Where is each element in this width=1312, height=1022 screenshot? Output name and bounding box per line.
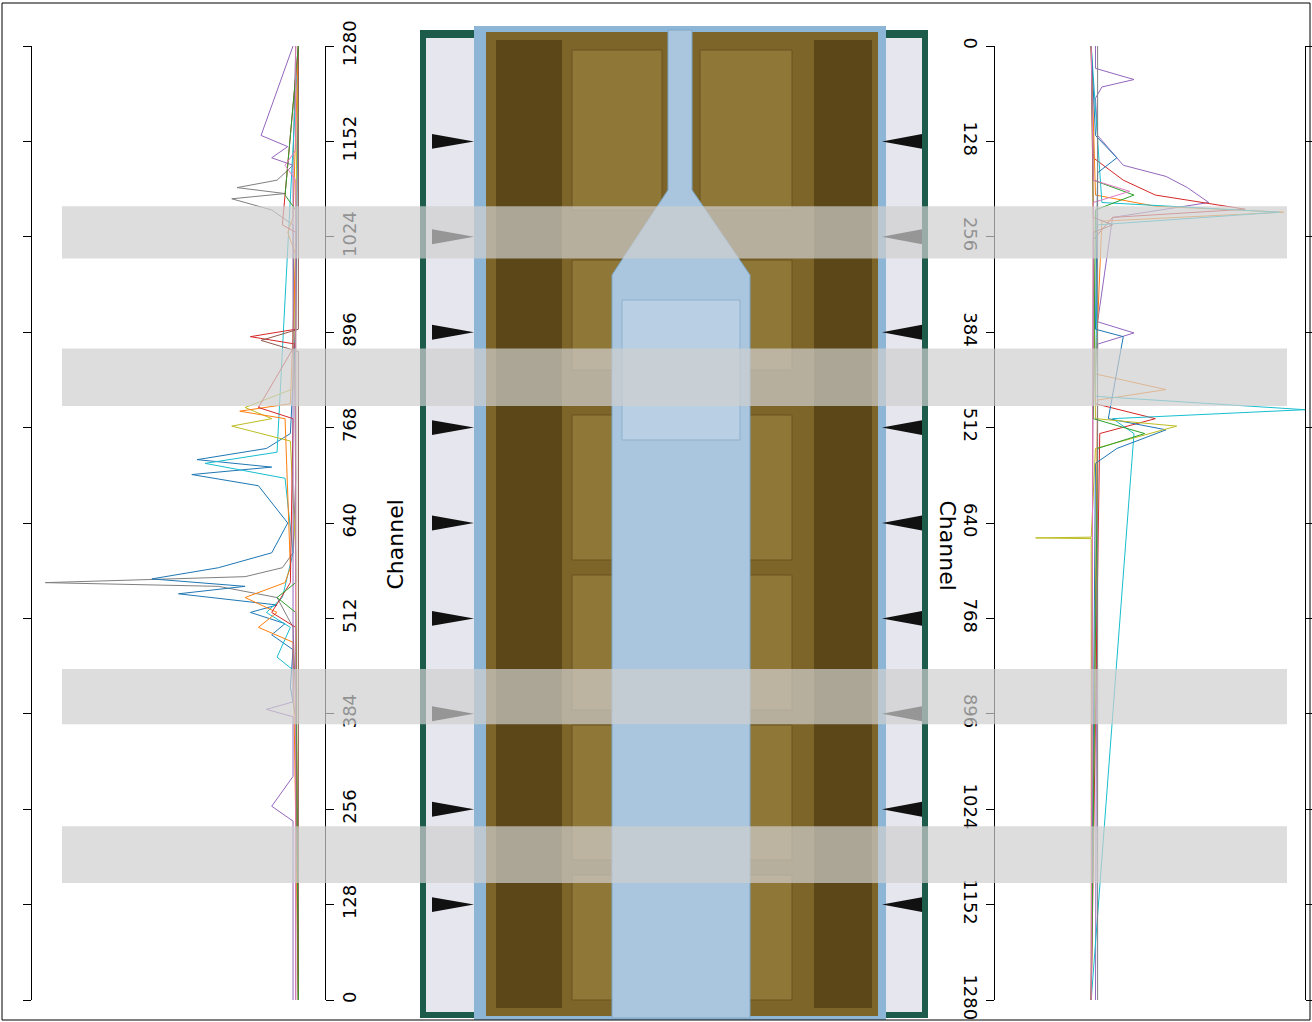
svg-text:896: 896 [960, 694, 981, 728]
svg-text:256: 256 [960, 217, 981, 251]
svg-text:768: 768 [960, 599, 981, 633]
svg-text:Channel: Channel [383, 499, 408, 589]
svg-text:640: 640 [960, 503, 981, 537]
svg-text:1024: 1024 [960, 784, 981, 830]
svg-text:0: 0 [339, 992, 360, 1003]
svg-text:1152: 1152 [339, 116, 360, 162]
svg-text:Channel: Channel [935, 501, 960, 591]
svg-text:0: 0 [960, 38, 981, 49]
svg-text:128: 128 [339, 885, 360, 919]
svg-text:1152: 1152 [960, 879, 981, 925]
svg-text:256: 256 [339, 789, 360, 823]
svg-text:896: 896 [339, 312, 360, 346]
svg-text:512: 512 [339, 599, 360, 633]
svg-text:1280: 1280 [339, 20, 360, 66]
svg-text:1280: 1280 [960, 974, 981, 1020]
svg-text:512: 512 [960, 408, 981, 442]
svg-text:384: 384 [960, 312, 981, 346]
svg-text:384: 384 [339, 694, 360, 728]
svg-text:128: 128 [960, 122, 981, 156]
svg-text:640: 640 [339, 503, 360, 537]
svg-text:1024: 1024 [339, 211, 360, 257]
svg-text:768: 768 [339, 408, 360, 442]
